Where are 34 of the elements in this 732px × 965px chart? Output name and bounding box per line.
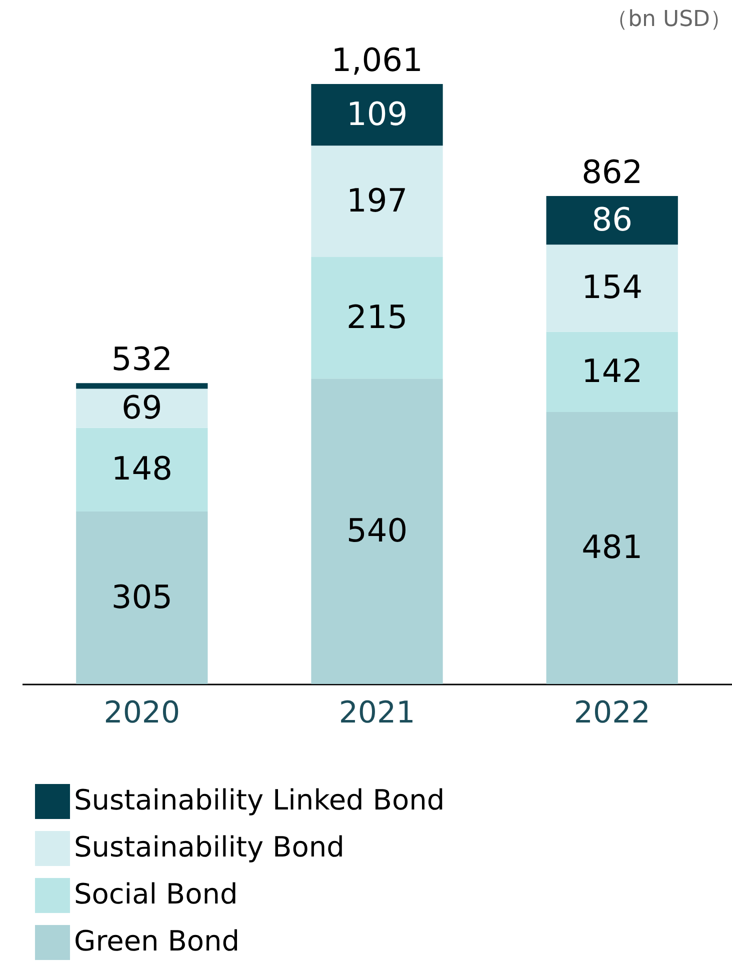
bar [311,378,443,684]
legend-label: Social Bond [74,878,238,910]
bar [76,512,208,684]
legend-label: Sustainability Linked Bond [74,784,445,816]
bar [76,388,208,428]
data-label: 540 [346,511,408,550]
legend-label: Sustainability Bond [74,830,344,864]
bar [546,412,678,684]
data-label: 197 [346,181,408,220]
legend-label: Green Bond [74,924,240,958]
data-label: 142 [582,352,643,390]
total-label: 862 [582,152,643,191]
total-label: 1,061 [331,41,423,79]
bar [311,257,443,379]
x-tick-label: 2022 [574,696,650,730]
text: （bn USD） [606,7,732,32]
bar [76,383,208,389]
data-label: 154 [582,268,643,306]
total-label: 532 [111,340,172,378]
x-tick-label: 2020 [104,696,180,730]
bar [76,428,208,512]
data-label: 69 [122,388,162,426]
data-label: 86 [592,200,632,238]
bar [546,244,678,332]
x-tick-label: 2021 [338,696,416,730]
bar [311,84,443,146]
data-label: 305 [111,578,172,616]
bar [546,196,678,245]
data-label: 148 [111,450,172,488]
data-label: 215 [346,298,408,336]
data-label: 109 [346,94,408,133]
bar [311,146,443,258]
data-label: 481 [582,528,643,566]
bar [546,332,678,412]
